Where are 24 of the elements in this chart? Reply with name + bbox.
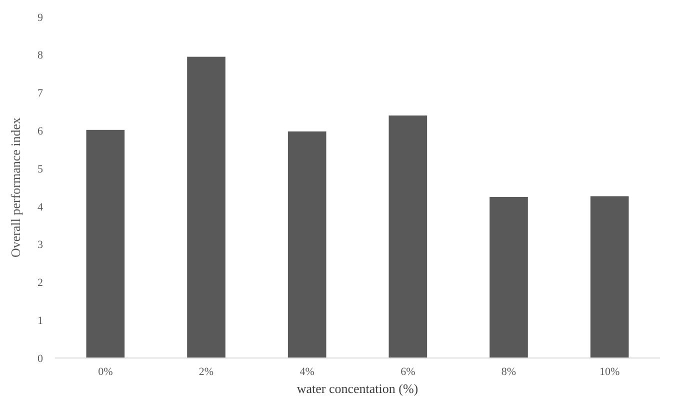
y-axis-title: Overall performance index <box>8 116 23 258</box>
y-tick-label: 6 <box>38 126 44 138</box>
y-tick-label: 5 <box>38 163 44 176</box>
x-tick-label: 6% <box>400 366 416 378</box>
y-tick-label: 3 <box>38 239 44 252</box>
y-tick-label: 7 <box>38 88 44 100</box>
y-tick-label: 1 <box>38 314 43 327</box>
x-tick-label: 2% <box>198 366 214 378</box>
bar <box>288 131 326 358</box>
y-tick-label: 0 <box>38 352 44 365</box>
x-axis-title: water concentation (%) <box>296 381 418 396</box>
bar <box>388 116 428 358</box>
x-tick-label: 8% <box>501 366 516 378</box>
bar <box>187 56 226 358</box>
x-tick-label: 10% <box>599 366 620 378</box>
y-tick-label: 4 <box>38 201 44 214</box>
x-tick-label: 0% <box>98 366 113 378</box>
x-tick-label: 4% <box>300 366 314 378</box>
bar <box>590 196 629 358</box>
y-tick-label: 8 <box>38 50 44 62</box>
bar <box>490 196 528 358</box>
y-tick-label: 2 <box>38 277 43 290</box>
bar <box>86 130 125 358</box>
y-tick-label: 9 <box>38 12 44 24</box>
